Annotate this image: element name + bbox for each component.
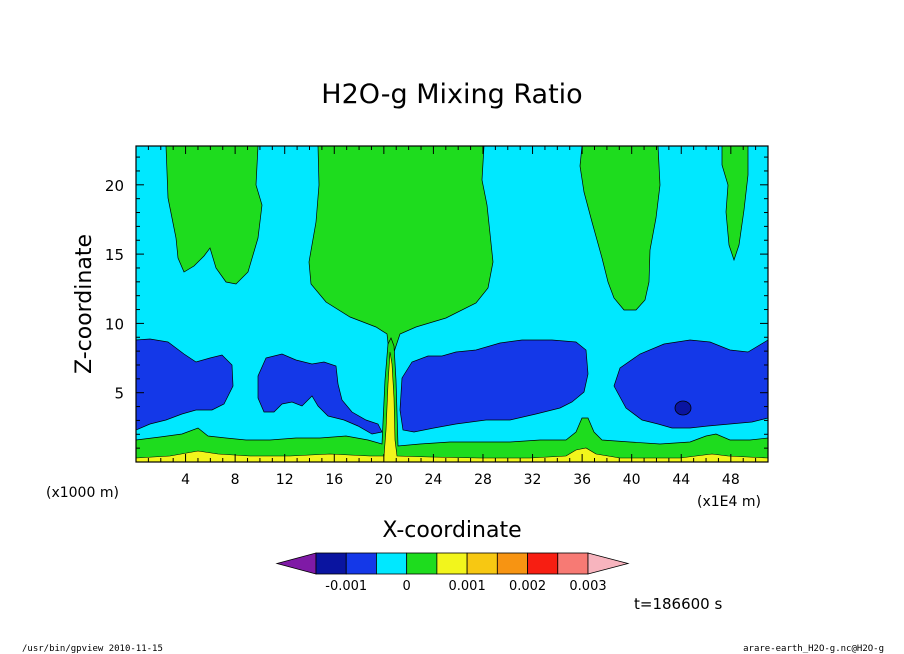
x-tick-labels: 4 8 12 16 20 24 28 32 36 40 44 48 xyxy=(181,472,740,488)
colorbar-swatch xyxy=(376,552,408,575)
x-tick-label: 12 xyxy=(276,472,294,488)
colorbar-label: 0.001 xyxy=(449,579,486,594)
x-tick-label: 32 xyxy=(524,472,542,488)
colorbar-label: 0.003 xyxy=(569,579,606,594)
colorbar-swatch xyxy=(557,552,589,575)
x-tick-label: 44 xyxy=(672,472,690,488)
plot-frame xyxy=(135,145,769,463)
colorbar xyxy=(275,552,630,575)
colorbar-swatch xyxy=(466,552,498,575)
region-surface-green xyxy=(136,337,768,462)
x-tick-label: 36 xyxy=(573,472,591,488)
colorbar-swatch xyxy=(406,552,438,575)
x-tick-label: 20 xyxy=(375,472,393,488)
y-unit-label: (x1000 m) xyxy=(46,485,119,501)
y-tick-label: 15 xyxy=(105,246,124,264)
region-blue-center-left xyxy=(257,353,383,435)
y-tick-labels: 5 10 15 20 xyxy=(105,177,124,403)
footer-right: arare-earth_H2O-g.nc@H2O-g xyxy=(743,644,884,654)
chart-title: H2O-g Mixing Ratio xyxy=(321,79,582,110)
region-surface-yellow xyxy=(136,351,768,462)
footer-left: /usr/bin/gpview 2010-11-15 xyxy=(22,644,163,654)
y-tick-label: 10 xyxy=(105,315,124,333)
x-tick-label: 48 xyxy=(722,472,740,488)
y-tick-label: 20 xyxy=(105,177,124,195)
contour-plot xyxy=(136,146,768,462)
region-local-minimum xyxy=(674,400,692,416)
axis-ticks xyxy=(136,146,768,462)
region-blue-center-right xyxy=(399,339,589,433)
colorbar-under-arrow xyxy=(275,552,317,575)
region-blue-right xyxy=(613,339,768,429)
x-tick-label: 40 xyxy=(623,472,641,488)
colorbar-swatch xyxy=(496,552,528,575)
region-plume-left xyxy=(165,146,263,285)
region-plume-right xyxy=(579,146,661,311)
colorbar-label: -0.001 xyxy=(325,579,367,594)
x-tick-label: 8 xyxy=(231,472,240,488)
colorbar-swatch xyxy=(527,552,559,575)
x-unit-label: (x1E4 m) xyxy=(697,494,761,510)
x-tick-label: 28 xyxy=(474,472,492,488)
colorbar-swatch xyxy=(315,552,347,575)
x-axis-label: X-coordinate xyxy=(382,518,521,543)
region-plume-far-right xyxy=(721,146,749,262)
colorbar-over-arrow xyxy=(587,552,630,575)
colorbar-swatch xyxy=(436,552,468,575)
x-tick-label: 4 xyxy=(181,472,190,488)
region-blue-left xyxy=(136,338,234,431)
x-tick-label: 16 xyxy=(325,472,343,488)
colorbar-tick-labels: -0.001 0 0.001 0.002 0.003 xyxy=(325,579,606,594)
colorbar-label: 0.002 xyxy=(509,579,546,594)
x-tick-label: 24 xyxy=(424,472,442,488)
y-tick-label: 5 xyxy=(114,385,124,403)
y-axis-label: Z-coordinate xyxy=(72,234,97,374)
colorbar-label: 0 xyxy=(403,579,411,594)
time-label: t=186600 s xyxy=(634,595,722,613)
colorbar-swatch xyxy=(345,552,377,575)
